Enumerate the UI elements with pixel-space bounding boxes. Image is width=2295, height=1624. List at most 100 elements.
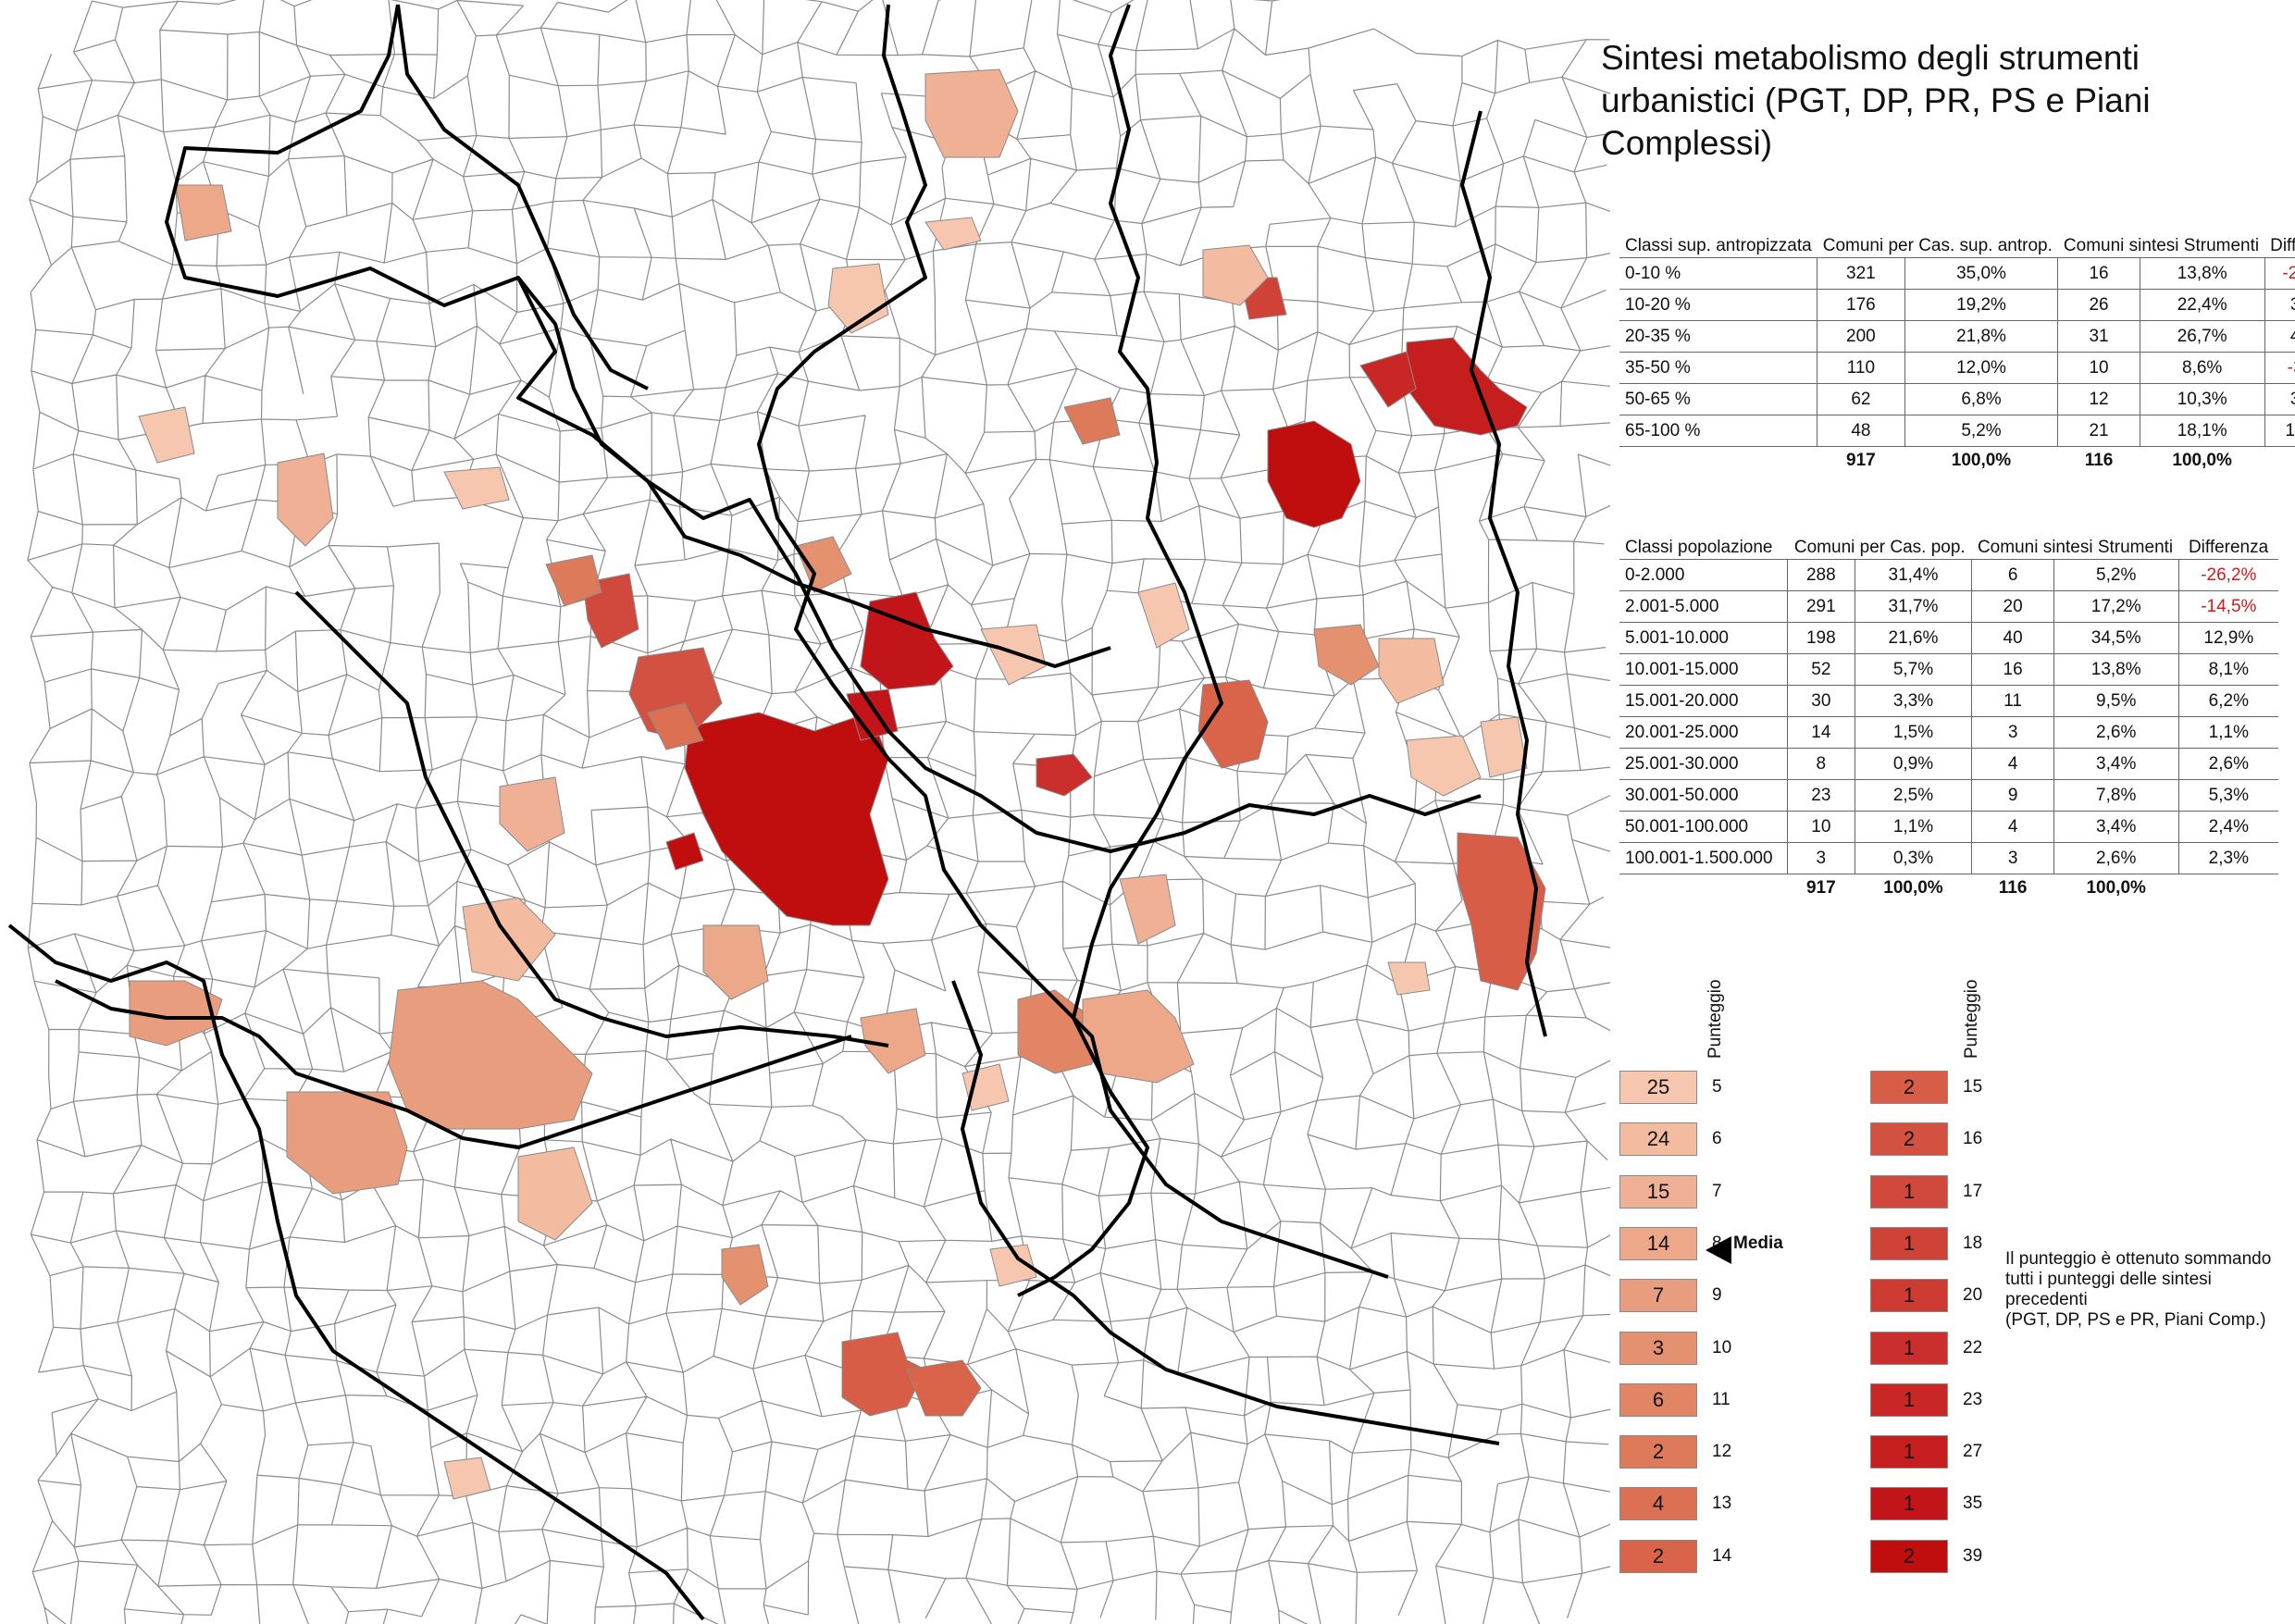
legend-score: 22 xyxy=(1963,1337,1983,1357)
percent-cell: 19,2% xyxy=(1904,289,2058,321)
percent-cell: 22,4% xyxy=(2139,289,2265,321)
legend-swatch: 2 xyxy=(1619,1539,1697,1573)
percent-cell: 21,8% xyxy=(1904,320,2058,353)
count-cell: 20 xyxy=(1971,590,2054,623)
percent-cell: 12,0% xyxy=(1904,352,2058,384)
percent-cell: 6,8% xyxy=(1904,383,2058,415)
legend-swatch: 15 xyxy=(1619,1174,1697,1209)
count-cell: 14 xyxy=(1787,716,1855,749)
count-cell: 200 xyxy=(1817,320,1905,353)
legend-score: 13 xyxy=(1712,1494,1732,1514)
count-cell: 10 xyxy=(2057,352,2140,384)
count-cell: 30 xyxy=(1787,685,1855,717)
legend-score: 7 xyxy=(1712,1181,1722,1201)
percent-cell: 2,6% xyxy=(2053,842,2179,874)
table-row: 20.001-25.000 14 1,5% 3 2,6% 1,1% xyxy=(1619,716,2278,749)
municipality-score-6 xyxy=(1202,244,1269,306)
class-cell: 35-50 % xyxy=(1619,352,1817,384)
legend-swatch: 2 xyxy=(1870,1539,1948,1573)
percent-cell: 5,2% xyxy=(2053,559,2179,591)
count-cell: 3 xyxy=(1971,842,2054,874)
media-label: Media xyxy=(1733,1233,1783,1253)
count-cell: 8 xyxy=(1787,748,1855,780)
total-percent: 100,0% xyxy=(2172,451,2232,470)
legend-swatch: 3 xyxy=(1619,1331,1697,1365)
municipality-score-7 xyxy=(924,68,1019,158)
media-arrow-icon xyxy=(1706,1236,1731,1264)
count-cell: 16 xyxy=(1971,653,2054,686)
legend-swatch: 25 xyxy=(1619,1071,1697,1104)
header-differenza: Differenza xyxy=(2270,236,2295,255)
legend-score: 35 xyxy=(1963,1494,1983,1514)
legend-score: 17 xyxy=(1963,1181,1983,1201)
table-row: 5.001-10.000 198 21,6% 40 34,5% 12,9% xyxy=(1619,622,2278,654)
class-cell: 15.001-20.000 xyxy=(1619,685,1788,717)
note-line: precedenti xyxy=(2005,1290,2088,1309)
count-cell: 176 xyxy=(1817,289,1905,321)
percent-cell: 31,4% xyxy=(1854,559,1972,591)
class-cell: 10.001-15.000 xyxy=(1619,653,1788,686)
municipalities-map xyxy=(7,0,1610,1624)
table-row: 30.001-50.000 23 2,5% 9 7,8% 5,3% xyxy=(1619,779,2278,812)
municipality-score-5 xyxy=(1137,582,1190,649)
municipality-score-5 xyxy=(980,624,1047,686)
class-cell: 65-100 % xyxy=(1619,415,1817,447)
total-percent: 100,0% xyxy=(2086,878,2146,898)
count-cell: 16 xyxy=(2057,257,2140,290)
header-class: Classi sup. antropizzata xyxy=(1625,236,1812,255)
class-cell: 100.001-1.500.000 xyxy=(1619,842,1788,874)
municipality-score-13 xyxy=(647,702,704,750)
table-total-row: 917 100,0% 116 100,0% xyxy=(1619,447,2295,476)
note-line: tutti i punteggi delle sintesi xyxy=(2005,1270,2212,1289)
map-title: Sintesi metabolismo degli strumenti urba… xyxy=(1601,39,2151,162)
municipality-score-5 xyxy=(924,217,982,251)
class-cell: 25.001-30.000 xyxy=(1619,748,1788,780)
municipality-score-6 xyxy=(517,1147,593,1241)
count-cell: 11 xyxy=(1971,685,2054,717)
percent-cell: 1,5% xyxy=(1854,716,1972,749)
municipality-score-14 xyxy=(1197,679,1269,769)
difference-cell: 2,3% xyxy=(2177,842,2278,874)
table-header: Classi sup. antropizzata Comuni per Cas.… xyxy=(1619,205,2295,258)
total-count: 116 xyxy=(1998,878,2028,898)
difference-cell: 3,2% xyxy=(2264,289,2295,321)
legend-swatch: 14 xyxy=(1619,1226,1697,1260)
legend-swatch: 6 xyxy=(1619,1382,1697,1417)
count-cell: 31 xyxy=(2057,320,2140,353)
difference-cell: -21,2% xyxy=(2264,257,2295,290)
count-cell: 6 xyxy=(1971,559,2054,591)
table-total-row: 917 100,0% 116 100,0% xyxy=(1619,874,2278,903)
count-cell: 26 xyxy=(2057,289,2140,321)
table-row: 2.001-5.000 291 31,7% 20 17,2% -14,5% xyxy=(1619,590,2278,623)
municipality-score-5 xyxy=(443,1457,491,1500)
percent-cell: 3,3% xyxy=(1854,685,1972,717)
count-cell: 4 xyxy=(1971,748,2054,780)
difference-cell: -14,5% xyxy=(2177,590,2278,623)
total-blank xyxy=(1619,447,1817,476)
legend-score: 23 xyxy=(1963,1389,1983,1409)
total-blank xyxy=(2264,447,2295,476)
percent-cell: 8,6% xyxy=(2139,352,2265,384)
count-cell: 321 xyxy=(1817,257,1905,290)
difference-cell: 2,4% xyxy=(2177,811,2278,843)
municipality-score-10 xyxy=(1313,624,1380,686)
municipality-score-5 xyxy=(827,263,889,334)
class-cell: 20-35 % xyxy=(1619,320,1817,353)
count-cell: 3 xyxy=(1787,842,1855,874)
legend-swatch: 2 xyxy=(1619,1435,1697,1469)
class-cell: 0-10 % xyxy=(1619,257,1817,290)
count-cell: 62 xyxy=(1817,383,1905,415)
class-cell: 10-20 % xyxy=(1619,289,1817,321)
count-cell: 9 xyxy=(1971,779,2054,812)
province-borders xyxy=(7,4,1547,1621)
percent-cell: 34,5% xyxy=(2053,622,2179,654)
legend-score: 12 xyxy=(1712,1442,1732,1462)
table-row: 50.001-100.000 10 1,1% 4 3,4% 2,4% xyxy=(1619,811,2278,843)
municipality-score-39 xyxy=(684,712,889,926)
municipality-score-10 xyxy=(721,1244,769,1306)
legend-swatch: 2 xyxy=(1870,1071,1948,1104)
percent-cell: 7,8% xyxy=(2053,779,2179,812)
